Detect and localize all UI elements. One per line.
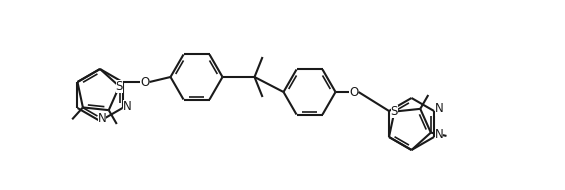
Text: N: N: [123, 100, 132, 112]
Text: N: N: [98, 112, 106, 126]
Text: N: N: [434, 128, 444, 142]
Text: O: O: [349, 86, 358, 98]
Text: N: N: [434, 102, 444, 116]
Text: O: O: [140, 75, 149, 89]
Text: S: S: [116, 80, 123, 93]
Text: S: S: [391, 105, 398, 118]
